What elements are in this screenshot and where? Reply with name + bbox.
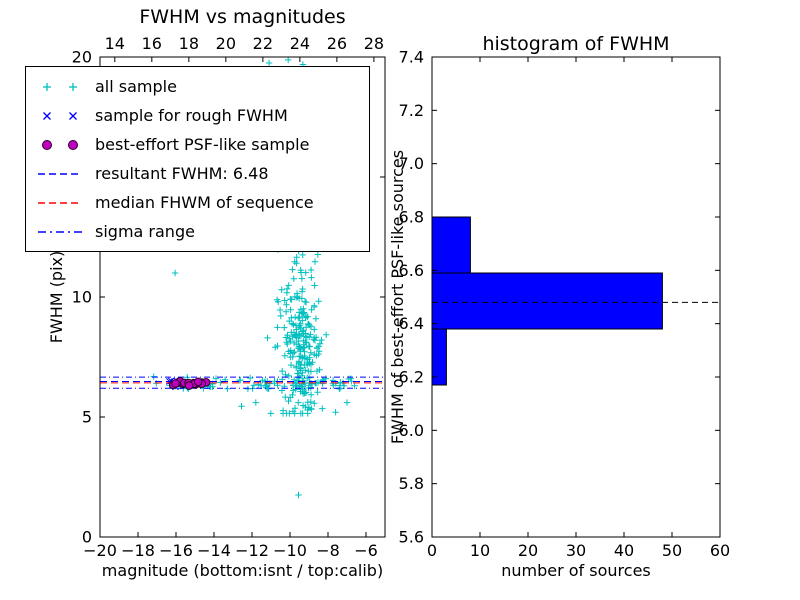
legend-glyph: [43, 111, 51, 120]
y-tick-label: 5.8: [399, 474, 424, 493]
left-plot-xlabel: magnitude (bottom:isnt / top:calib): [101, 561, 384, 580]
legend-entry-2: best-effort PSF-like sample: [34, 130, 359, 159]
x-tick-label: −18: [121, 541, 155, 560]
psf-sample-point: [193, 377, 203, 387]
top-x-tick-label: 16: [142, 34, 162, 53]
top-x-tick-label: 14: [105, 34, 125, 53]
y-tick-label: 6.8: [399, 208, 424, 227]
x-tick-label: −8: [316, 541, 340, 560]
y-tick-label: 5: [82, 408, 92, 427]
left-plot-title: FWHM vs magnitudes: [139, 6, 346, 28]
x-tick-label: −12: [235, 541, 269, 560]
y-tick-label: 0: [82, 528, 92, 547]
legend-glyph: [69, 111, 77, 120]
x-tick-label: 30: [566, 541, 586, 560]
y-tick-label: 6.0: [399, 421, 424, 440]
x-tick-label: 60: [710, 541, 730, 560]
legend-label-3: resultant FWHM: 6.48: [95, 164, 269, 183]
legend-entry-4: median FHWM of sequence: [34, 188, 359, 217]
y-tick-label: 7.0: [399, 154, 424, 173]
dashed-legend-sample-icon: [38, 201, 82, 204]
top-x-tick-label: 22: [253, 34, 273, 53]
legend-label-1: sample for rough FWHM: [95, 106, 288, 125]
legend-entry-1: sample for rough FWHM: [34, 101, 359, 130]
x-tick-label: 0: [427, 541, 437, 560]
legend-label-4: median FHWM of sequence: [95, 193, 314, 212]
x-tick-label: −16: [159, 541, 193, 560]
x-tick-label: 10: [470, 541, 490, 560]
psf-sample-point: [184, 381, 194, 390]
y-tick-label: 10: [72, 288, 92, 307]
legend-entry-0: all sample: [34, 72, 359, 101]
cross-legend-sample-icon: [43, 111, 77, 120]
y-tick-label: 6.6: [399, 261, 424, 280]
y-tick-label: 5.6: [399, 528, 424, 547]
y-tick-label: 20: [72, 48, 92, 67]
x-tick-label: −10: [273, 541, 307, 560]
hist-bar-1: [431, 272, 663, 330]
top-x-tick-label: 28: [364, 34, 384, 53]
right-plot-ylabel: FWHM of best-effort PSF-like sources: [388, 149, 407, 445]
psf-sample-point: [171, 379, 180, 388]
dashdot-legend-sample-icon: [38, 230, 82, 233]
legend-entry-5: sigma range: [34, 217, 359, 246]
circle-legend-sample-icon: [42, 139, 78, 150]
y-tick-label: 7.2: [399, 101, 424, 120]
right-plot-title: histogram of FWHM: [482, 33, 670, 55]
top-x-tick-label: 26: [327, 34, 347, 53]
x-tick-label: 50: [662, 541, 682, 560]
y-tick-label: 7.4: [399, 48, 424, 67]
legend-label-2: best-effort PSF-like sample: [95, 135, 310, 154]
right-plot-xlabel: number of sources: [501, 561, 651, 580]
top-x-tick-label: 18: [179, 34, 199, 53]
x-tick-label: −6: [354, 541, 378, 560]
legend-glyph: [42, 139, 52, 150]
hist-bar-2: [431, 216, 471, 274]
y-tick-label: 6.2: [399, 368, 424, 387]
x-tick-label: 40: [614, 541, 634, 560]
x-tick-label: 20: [518, 541, 538, 560]
legend-glyph: [68, 139, 78, 150]
dashed-legend-sample-icon: [38, 172, 82, 175]
legend-label-5: sigma range: [95, 222, 195, 241]
scatter-layer: [100, 57, 385, 499]
x-tick-label: −20: [83, 541, 117, 560]
top-x-tick-label: 24: [290, 34, 310, 53]
legend-label-0: all sample: [95, 77, 177, 96]
y-tick-label: 6.4: [399, 314, 424, 333]
top-x-tick-label: 20: [216, 34, 236, 53]
plus-legend-sample-icon: [43, 82, 77, 91]
legend: all sample sample for rough FWHM best-effo…: [25, 66, 370, 252]
x-tick-label: −14: [197, 541, 231, 560]
legend-entry-3: resultant FWHM: 6.48: [34, 159, 359, 188]
